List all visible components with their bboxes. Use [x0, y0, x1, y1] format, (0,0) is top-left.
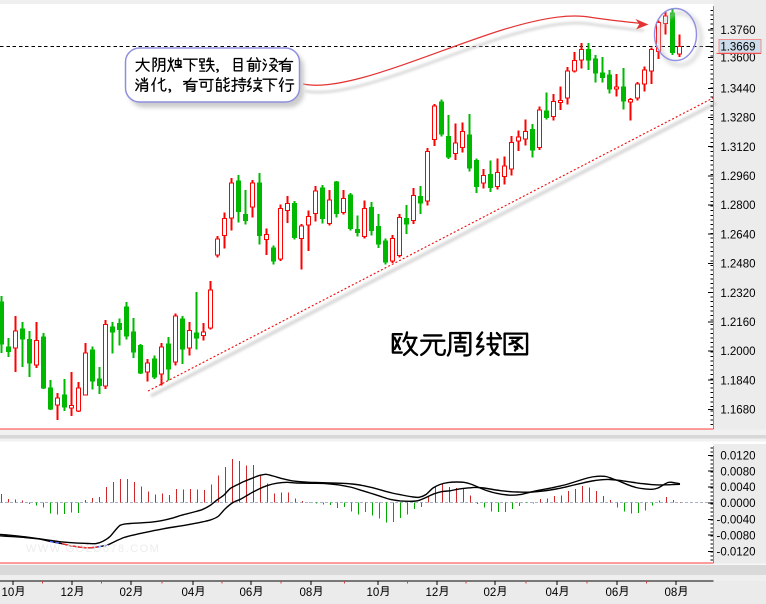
svg-text:1.3280: 1.3280: [720, 113, 755, 125]
svg-text:1.2640: 1.2640: [720, 229, 755, 241]
svg-text:1.3760: 1.3760: [720, 25, 755, 37]
svg-text:1.3440: 1.3440: [720, 84, 755, 96]
svg-text:08: 08: [665, 587, 678, 599]
svg-text:WWW.GOLD678.COM: WWW.GOLD678.COM: [26, 543, 160, 555]
svg-text:02: 02: [120, 587, 133, 599]
svg-text:1.2960: 1.2960: [720, 171, 755, 183]
svg-text:08: 08: [300, 587, 313, 599]
svg-text:06: 06: [240, 587, 253, 599]
svg-text:-0.0120: -0.0120: [716, 547, 755, 559]
svg-text:1.1680: 1.1680: [720, 405, 755, 417]
svg-text:10: 10: [2, 587, 15, 599]
svg-text:1.3669: 1.3669: [720, 42, 755, 54]
svg-text:-0.0040: -0.0040: [716, 515, 755, 527]
svg-text:04: 04: [546, 587, 559, 599]
svg-text:0.0040: 0.0040: [720, 482, 755, 494]
svg-text:0.0000: 0.0000: [720, 498, 755, 510]
svg-text:0.0120: 0.0120: [720, 451, 755, 463]
svg-text:0.0080: 0.0080: [720, 466, 755, 478]
svg-text:10: 10: [367, 587, 380, 599]
svg-text:12: 12: [61, 587, 74, 599]
svg-text:1.2320: 1.2320: [720, 288, 755, 300]
svg-text:1.3120: 1.3120: [720, 142, 755, 154]
svg-text:1.2000: 1.2000: [720, 346, 755, 358]
svg-text:-0.0080: -0.0080: [716, 530, 755, 542]
svg-text:1.3600: 1.3600: [720, 53, 755, 65]
svg-text:02: 02: [484, 587, 497, 599]
svg-text:06: 06: [606, 587, 619, 599]
svg-text:1.2160: 1.2160: [720, 317, 755, 329]
svg-text:1.2800: 1.2800: [720, 200, 755, 212]
svg-text:04: 04: [182, 587, 195, 599]
svg-text:12: 12: [426, 587, 439, 599]
svg-text:1.1840: 1.1840: [720, 375, 755, 387]
svg-text:1.2480: 1.2480: [720, 259, 755, 271]
